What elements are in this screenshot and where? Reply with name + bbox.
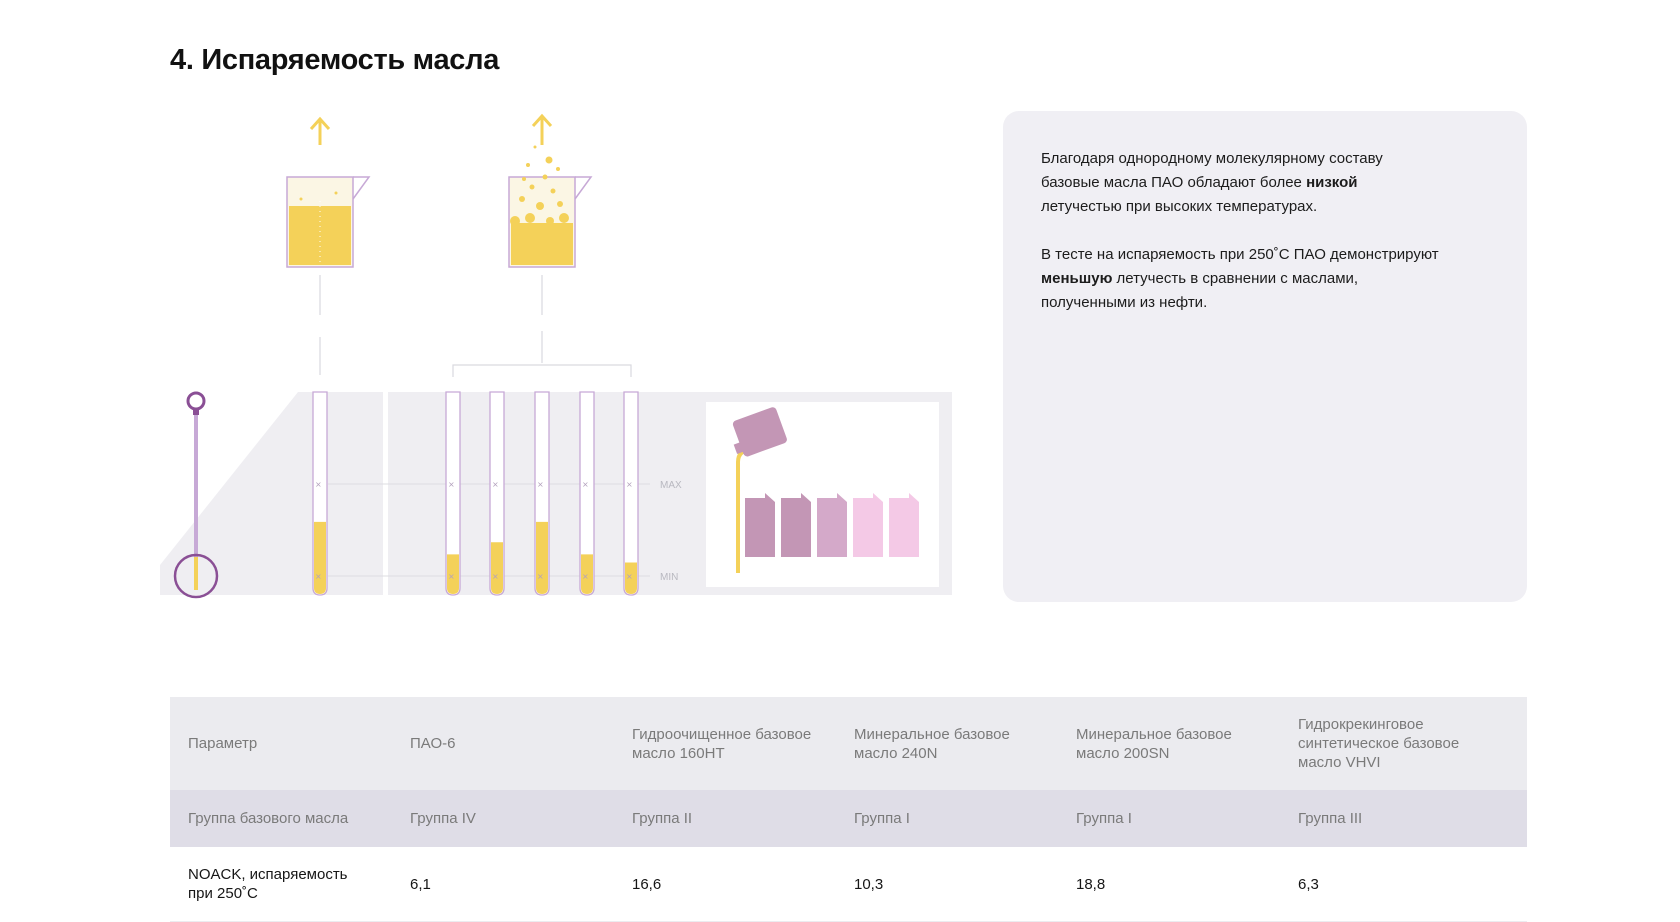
info-emphasis: низкой — [1306, 174, 1358, 191]
table-cell: 18,8 — [1076, 875, 1106, 893]
table-cell: Группа IV — [410, 810, 476, 827]
tube-mark: × — [448, 480, 455, 489]
table-header-cell: Минеральное базовое масло 240N — [854, 725, 1010, 762]
tube-mark: × — [315, 480, 322, 489]
info-text: В тесте на испаряемость при 250˚С ПАО де… — [1041, 246, 1439, 263]
section-title: 4. Испаряемость масла — [170, 44, 500, 76]
canisters-icon — [745, 493, 919, 557]
table-cell: 6,3 — [1298, 875, 1319, 893]
dipstick-tube: ×× — [534, 391, 550, 596]
dipstick-icon — [173, 391, 219, 599]
table-cell: 16,6 — [632, 875, 662, 893]
dipstick-panel-left — [160, 392, 383, 595]
tube-mark: × — [626, 480, 633, 489]
info-paragraph-2: В тесте на испаряемость при 250˚С ПАО де… — [1041, 243, 1441, 315]
tube-mark: × — [492, 572, 499, 581]
level-guides — [328, 483, 650, 577]
tube-mark: × — [626, 572, 633, 581]
table-cell: 6,1 — [410, 875, 431, 893]
info-text: Благодаря однородному молекулярному сост… — [1041, 150, 1383, 191]
dipstick-tube: ×× — [579, 391, 595, 596]
table-cell: 10,3 — [854, 875, 884, 893]
info-text: летучестью при высоких температурах. — [1041, 198, 1318, 215]
tube-mark: × — [492, 480, 499, 489]
table-row: NOACK, испаряемость при 250˚С 6,1 16,6 1… — [170, 847, 1527, 922]
table-cell: NOACK, испаряемость при 250˚С — [188, 866, 348, 902]
connector-lines — [319, 275, 632, 377]
dipstick-tube: ×× — [312, 391, 328, 596]
max-label: MAX — [660, 480, 682, 491]
dipstick-tube: ×× — [623, 391, 639, 596]
tube-mark: × — [537, 572, 544, 581]
table-header-cell: Гидрокрекинговое синтетическое базовое м… — [1298, 716, 1460, 771]
beaker-pao — [286, 116, 371, 268]
table-row: Группа базового масла Группа IV Группа I… — [170, 790, 1527, 847]
table-cell: Группа базового масла — [188, 810, 349, 827]
dipstick-tubes: ×××××××××××× — [312, 391, 639, 596]
min-label: MIN — [660, 572, 678, 583]
canister-card — [706, 402, 939, 587]
oil-jug-icon — [732, 407, 787, 457]
info-card: Благодаря однородному молекулярному сост… — [1003, 111, 1527, 602]
beaker-mineral — [508, 113, 593, 268]
tube-mark: × — [582, 480, 589, 489]
info-emphasis: меньшую — [1041, 270, 1113, 287]
tube-mark: × — [448, 572, 455, 581]
table-header-cell: Гидроочищенное базовое масло 160НТ — [632, 725, 812, 762]
dipstick-tube: ×× — [489, 391, 505, 596]
table-cell: Группа III — [1298, 810, 1363, 827]
tube-mark: × — [315, 572, 322, 581]
table-header-cell: Минеральное базовое масло 200SN — [1076, 725, 1232, 762]
table-cell: Группа I — [854, 810, 910, 827]
tube-mark: × — [582, 572, 589, 581]
tube-mark: × — [537, 480, 544, 489]
volatility-table: Параметр ПАО-6 Гидроочищенное базовое ма… — [170, 697, 1527, 922]
table-header-row: Параметр ПАО-6 Гидроочищенное базовое ма… — [170, 697, 1527, 790]
table-cell: Группа I — [1076, 810, 1132, 827]
info-text: летучесть в сравнении с маслами, получен… — [1041, 270, 1359, 311]
table-header-cell: ПАО-6 — [410, 735, 456, 752]
table-cell: Группа II — [632, 810, 693, 827]
evaporation-illustration: MAX MIN ×××××××××××× — [160, 113, 952, 599]
info-paragraph-1: Благодаря однородному молекулярному сост… — [1041, 147, 1441, 219]
table-header-cell: Параметр — [188, 735, 258, 752]
dipstick-tube: ×× — [445, 391, 461, 596]
